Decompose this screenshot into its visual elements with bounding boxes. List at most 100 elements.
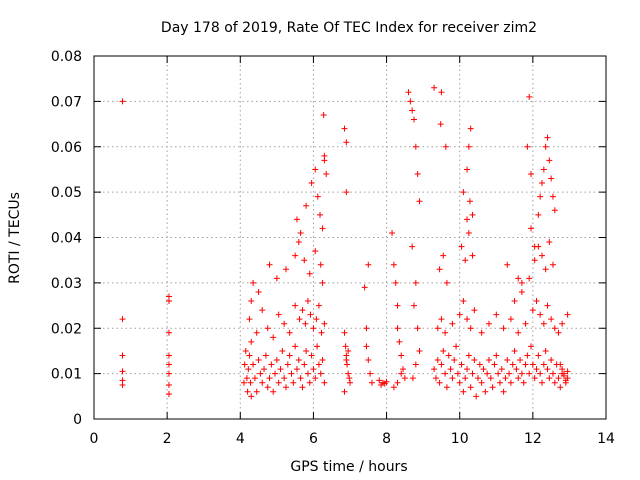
data-point (458, 361, 465, 368)
data-point (310, 366, 317, 373)
data-point (308, 180, 315, 187)
data-point (464, 316, 471, 323)
data-point (398, 352, 405, 359)
data-point (434, 357, 441, 364)
data-point (343, 357, 350, 364)
data-point (315, 361, 322, 368)
data-point (458, 243, 465, 250)
data-point (119, 381, 126, 388)
data-point (524, 143, 531, 150)
data-point (465, 143, 472, 150)
data-point (537, 311, 544, 318)
data-point (451, 357, 458, 364)
data-point (462, 257, 469, 264)
data-point (540, 361, 547, 368)
data-point (240, 379, 247, 386)
data-point (480, 366, 487, 373)
data-point (343, 189, 350, 196)
data-point (526, 93, 533, 100)
data-point (442, 329, 449, 336)
data-point (453, 343, 460, 350)
data-point (546, 375, 553, 382)
data-point (531, 375, 538, 382)
data-point (318, 329, 325, 336)
data-point (165, 391, 172, 398)
data-point (273, 357, 280, 364)
data-point (390, 384, 397, 391)
data-point (321, 152, 328, 159)
data-point (165, 381, 172, 388)
data-point (398, 370, 405, 377)
data-point (485, 357, 492, 364)
data-point (539, 379, 545, 386)
data-point (528, 343, 535, 350)
data-point (416, 347, 423, 354)
data-point (440, 252, 447, 259)
data-point (531, 243, 538, 250)
data-point (478, 329, 485, 336)
data-point (557, 361, 564, 368)
y-tick-label: 0.06 (51, 140, 82, 156)
data-point (279, 347, 286, 354)
data-point (438, 89, 445, 96)
data-point (526, 370, 533, 377)
data-point (548, 357, 555, 364)
x-tick-label: 14 (597, 431, 615, 447)
data-point (432, 375, 439, 382)
y-tick-label: 0.02 (51, 321, 82, 337)
data-point (511, 298, 518, 305)
y-tick-label: 0.01 (51, 367, 82, 383)
data-point (341, 388, 348, 395)
data-point (242, 347, 249, 354)
data-point (438, 361, 445, 368)
data-point (344, 361, 351, 368)
data-point (528, 225, 535, 232)
data-point (255, 288, 262, 295)
data-point (522, 320, 529, 327)
data-point (436, 379, 443, 386)
data-point (165, 352, 172, 359)
data-point (493, 311, 500, 318)
axis-ticks (93, 55, 607, 420)
data-point (535, 211, 542, 218)
data-point (376, 377, 383, 384)
data-point (396, 338, 403, 345)
data-point (539, 252, 545, 259)
data-point (520, 379, 527, 386)
data-point (281, 320, 288, 327)
data-point (414, 325, 421, 332)
data-point (264, 325, 271, 332)
data-point (511, 347, 518, 354)
data-point (460, 388, 467, 395)
data-point (281, 375, 288, 382)
data-point (275, 311, 282, 318)
data-point (551, 207, 558, 214)
data-point (288, 370, 295, 377)
data-point (394, 325, 401, 332)
data-point (341, 329, 348, 336)
data-point (165, 329, 172, 336)
x-tick-label: 10 (451, 431, 469, 447)
data-point (407, 98, 414, 105)
data-point (304, 298, 311, 305)
data-point (270, 334, 277, 341)
data-point (313, 316, 320, 323)
data-point (555, 375, 562, 382)
data-point (394, 302, 401, 309)
data-point (246, 352, 253, 359)
data-point (464, 366, 471, 373)
data-point (546, 239, 553, 246)
data-point (317, 370, 324, 377)
data-point (549, 193, 556, 200)
data-point (473, 393, 480, 400)
data-point (307, 311, 314, 318)
data-point (390, 261, 397, 268)
data-point (469, 252, 476, 259)
data-point (299, 307, 306, 314)
data-point (345, 347, 352, 354)
data-point (394, 379, 401, 386)
data-point (518, 370, 525, 377)
data-point (248, 298, 255, 305)
data-point (551, 379, 558, 386)
data-point (500, 388, 507, 395)
